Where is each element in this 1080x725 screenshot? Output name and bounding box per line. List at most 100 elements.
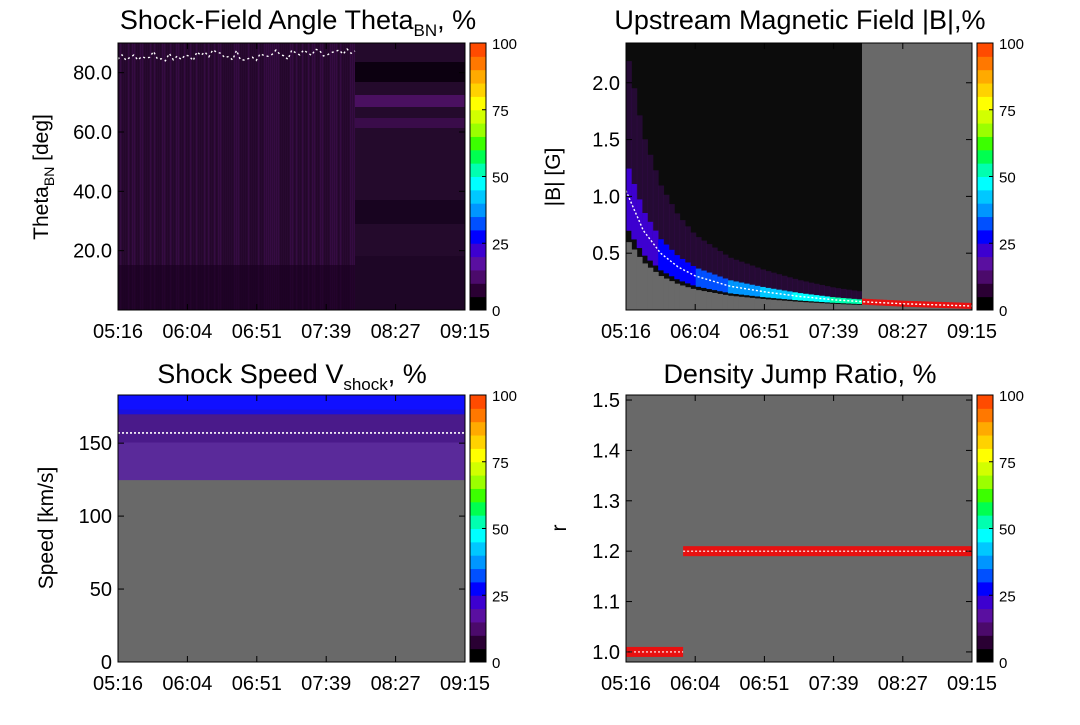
colorbar-segment	[470, 541, 486, 556]
heatmap-cell	[324, 43, 326, 310]
heatmap-cell	[118, 437, 465, 443]
heatmap-cell	[136, 43, 138, 310]
x-tick-label: 06:04	[162, 321, 212, 343]
colorbar-segment	[470, 243, 486, 258]
colorbar-segment	[977, 136, 993, 151]
heatmap-cell	[196, 43, 198, 310]
heatmap-cell	[765, 271, 772, 293]
x-tick-label: 05:16	[601, 321, 651, 343]
heatmap-cell	[158, 43, 160, 310]
colorbar-segment	[977, 408, 993, 423]
heatmap-cell	[819, 295, 825, 303]
colorbar-segment	[977, 243, 993, 258]
colorbar-segment	[977, 43, 993, 57]
heatmap-cell	[264, 43, 266, 310]
heatmap-cell	[668, 204, 675, 262]
heatmap-cell	[626, 61, 632, 197]
heatmap-cell	[182, 43, 184, 310]
heatmap-cell	[346, 43, 348, 310]
heatmap-cell	[642, 139, 648, 233]
heatmap-cell	[326, 43, 328, 310]
heatmap-cell	[951, 302, 956, 309]
heatmap-cell	[797, 301, 804, 310]
heatmap-cell	[180, 43, 182, 310]
heatmap-cell	[140, 43, 142, 310]
heatmap-cell	[893, 300, 898, 307]
heatmap-cell	[242, 43, 244, 310]
heatmap-cell	[835, 297, 842, 304]
heatmap-cell	[674, 283, 681, 310]
x-tick-label: 08:27	[878, 321, 928, 343]
colorbar-tick-label: 75	[492, 455, 509, 472]
heatmap-cell	[238, 43, 240, 310]
heatmap-cell	[658, 185, 665, 254]
colorbar-tick-label: 100	[999, 36, 1024, 53]
y-tick-label: 1.3	[592, 491, 620, 513]
heatmap-cell	[948, 302, 953, 309]
colorbar-segment	[470, 621, 486, 636]
colorbar-tick-label: 100	[999, 388, 1024, 405]
heatmap-cell	[192, 43, 194, 310]
heatmap-cell	[266, 43, 268, 310]
heatmap-cell	[308, 43, 310, 310]
heatmap-cell	[722, 294, 729, 310]
x-tick-label: 08:27	[878, 673, 928, 695]
y-tick-label: 20.0	[73, 241, 112, 263]
heatmap-cell	[224, 43, 226, 310]
heatmap-cell	[290, 43, 292, 310]
heatmap-cell	[652, 230, 659, 266]
colorbar-segment	[470, 608, 486, 623]
heatmap-cell	[230, 43, 232, 310]
heatmap-cell	[118, 413, 465, 420]
colorbar-segment	[977, 568, 993, 583]
heatmap-cell	[328, 43, 330, 310]
panel-title: Shock-Field Angle ThetaBN, %	[120, 5, 476, 40]
heatmap-cell	[312, 43, 314, 310]
heatmap-area	[118, 395, 465, 662]
panel-theta-bn: Shock-Field Angle ThetaBN, % ThetaBN [de…	[30, 5, 517, 343]
heatmap-cell	[262, 43, 264, 310]
colorbar-segment	[470, 461, 486, 476]
heatmap-cell	[296, 43, 298, 310]
heatmap-cell	[118, 432, 465, 438]
x-tick-label: 07:39	[809, 673, 859, 695]
heatmap-cell	[879, 299, 884, 306]
colorbar-segment	[977, 541, 993, 556]
heatmap-cell	[819, 284, 825, 299]
heatmap-cell	[663, 278, 670, 310]
x-tick-label: 07:39	[301, 321, 351, 343]
heatmap-cell	[118, 409, 465, 415]
y-tick-label: 1.1	[592, 592, 620, 614]
heatmap-cell	[711, 292, 718, 310]
heatmap-cell	[186, 43, 188, 310]
heatmap-cell	[706, 292, 713, 310]
heatmap-cell	[118, 418, 465, 424]
heatmap-cell	[808, 302, 815, 310]
heatmap-cell	[118, 474, 465, 481]
heatmap-cell	[856, 291, 863, 302]
heatmap-cell	[234, 43, 236, 310]
heatmap-cell	[352, 43, 354, 310]
heatmap-cell	[851, 290, 858, 302]
colorbar-segment	[470, 395, 486, 409]
heatmap-cell	[813, 283, 820, 299]
colorbar-segment	[470, 136, 486, 151]
heatmap-cell	[118, 442, 465, 448]
heatmap-cell	[840, 304, 847, 310]
heatmap-cell	[310, 43, 312, 310]
y-tick-label: 1.2	[592, 541, 620, 563]
heatmap-cell	[924, 301, 929, 308]
y-axis-label: |B| [G]	[542, 148, 565, 207]
heatmap-cell	[636, 115, 643, 222]
colorbar: 0 25 50 75 100	[469, 36, 517, 320]
panel-density-jump: Density Jump Ratio, % r 1.01.11.21.31.41…	[548, 359, 1024, 695]
heatmap-cell	[668, 281, 675, 310]
heatmap-cell	[216, 43, 218, 310]
heatmap-cell	[134, 43, 136, 310]
heatmap-cell	[184, 43, 186, 310]
colorbar-segment	[470, 515, 486, 529]
x-axis-ticks: 05:16 06:04 06:51 07:39 08:27 09:15	[601, 43, 997, 343]
heatmap-cell	[631, 249, 638, 310]
heatmap-cell	[144, 43, 146, 310]
colorbar-segment	[470, 269, 486, 284]
